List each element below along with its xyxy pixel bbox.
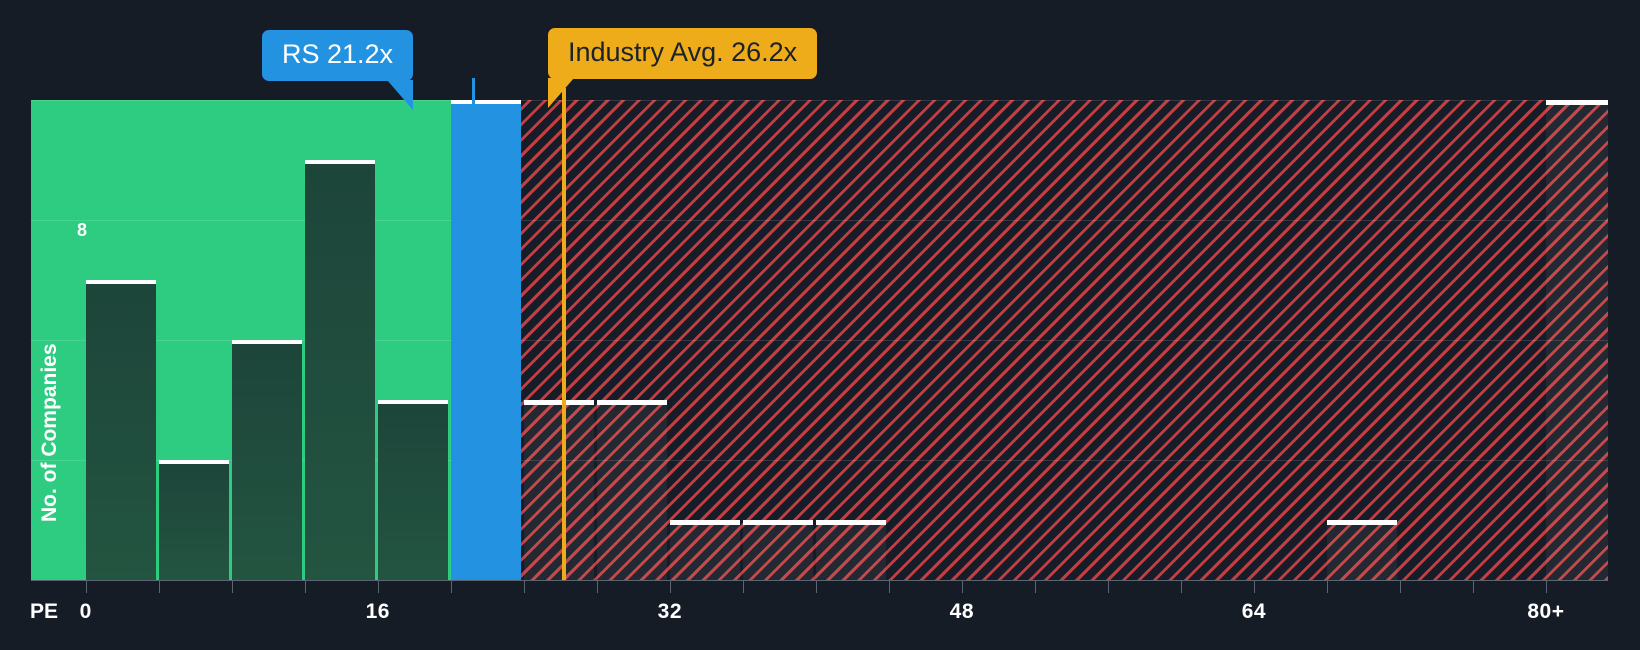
x-axis-tick xyxy=(1472,580,1474,593)
x-axis-tick-label: 16 xyxy=(365,600,390,623)
industry-avg-callout-bubble: Industry Avg. 26.2x xyxy=(548,28,818,79)
x-axis-tick xyxy=(742,580,744,593)
x-axis-tick xyxy=(1107,580,1109,593)
bar-body xyxy=(377,404,448,580)
bar-body xyxy=(1326,524,1397,580)
x-axis-tick xyxy=(669,580,671,593)
plot-area: 8 No. of Companies xyxy=(31,100,1608,580)
y-axis-max-label: 8 xyxy=(77,220,88,240)
industry-avg-callout[interactable]: Industry Avg. 26.2x xyxy=(548,28,818,108)
histogram-bar[interactable] xyxy=(377,400,448,580)
x-axis-tick xyxy=(304,580,306,593)
bar-cap xyxy=(158,460,229,465)
x-axis-prefix-label: PE xyxy=(30,600,59,623)
bar-cap xyxy=(742,520,813,525)
bar-body xyxy=(523,404,594,580)
y-axis-title: No. of Companies xyxy=(38,343,61,522)
rs-callout-tail xyxy=(387,80,414,110)
bar-cap xyxy=(377,400,448,405)
histogram-bar[interactable] xyxy=(523,400,594,580)
x-axis-tick xyxy=(523,580,525,593)
bar-cap xyxy=(596,400,667,405)
histogram-bar[interactable] xyxy=(596,400,667,580)
bar-body xyxy=(450,104,521,580)
bar-cap xyxy=(1326,520,1397,525)
bar-cap xyxy=(815,520,886,525)
x-axis-tick xyxy=(961,580,963,593)
rs-callout-bubble: RS 21.2x xyxy=(262,30,414,81)
bar-cap xyxy=(450,100,521,105)
rs-callout[interactable]: RS 21.2x xyxy=(262,30,414,110)
bar-body xyxy=(742,524,813,580)
histogram-bar[interactable] xyxy=(669,520,740,580)
x-axis-tick-label: 0 xyxy=(79,600,92,623)
histogram-bar[interactable] xyxy=(85,280,156,580)
bar-body xyxy=(596,404,667,580)
histogram-bar[interactable] xyxy=(231,340,302,580)
rs-leader-line xyxy=(471,78,475,120)
x-axis-tick xyxy=(888,580,890,593)
x-axis-tick xyxy=(450,580,452,593)
x-axis-tick xyxy=(1180,580,1182,593)
x-axis-tick xyxy=(815,580,817,593)
x-axis-tick xyxy=(1034,580,1036,593)
bar-cap xyxy=(1545,100,1608,105)
bar-body xyxy=(231,344,302,580)
histogram-bar[interactable] xyxy=(742,520,813,580)
zone-overvalued xyxy=(472,100,1608,580)
histogram-bar[interactable] xyxy=(450,100,521,580)
x-axis-tick-label: 32 xyxy=(657,600,683,623)
bar-cap xyxy=(669,520,740,525)
industry-avg-callout-label: Industry Avg. 26.2x xyxy=(568,37,798,67)
histogram-bar[interactable] xyxy=(158,460,229,580)
bar-body xyxy=(158,464,229,580)
x-axis-tick xyxy=(1545,580,1547,593)
x-axis-tick xyxy=(377,580,379,593)
x-axis-line xyxy=(31,580,1608,581)
bar-body xyxy=(669,524,740,580)
industry-avg-leader-line xyxy=(561,88,566,580)
x-axis-tick-label: 64 xyxy=(1241,600,1267,623)
x-axis-tick xyxy=(85,580,87,593)
x-axis-tick xyxy=(231,580,233,593)
rs-callout-label: RS 21.2x xyxy=(282,39,394,69)
x-axis-tick xyxy=(158,580,160,593)
bar-body xyxy=(85,284,156,580)
histogram-bar[interactable] xyxy=(304,160,375,580)
bar-cap xyxy=(231,340,302,345)
bar-body xyxy=(815,524,886,580)
histogram-bar[interactable] xyxy=(815,520,886,580)
bar-cap xyxy=(523,400,594,405)
histogram-bar[interactable] xyxy=(1326,520,1397,580)
x-axis-tick-label: 80+ xyxy=(1527,600,1565,623)
x-axis-tick xyxy=(1399,580,1401,593)
histogram-bar[interactable] xyxy=(1545,100,1608,580)
x-axis-tick xyxy=(1326,580,1328,593)
bar-body xyxy=(1545,104,1608,580)
bar-cap xyxy=(85,280,156,285)
x-axis-tick xyxy=(1253,580,1255,593)
industry-avg-callout-tail xyxy=(548,78,574,108)
bar-cap xyxy=(304,160,375,165)
bar-body xyxy=(304,164,375,580)
x-axis-tick xyxy=(596,580,598,593)
x-axis-tick-label: 48 xyxy=(949,600,975,623)
